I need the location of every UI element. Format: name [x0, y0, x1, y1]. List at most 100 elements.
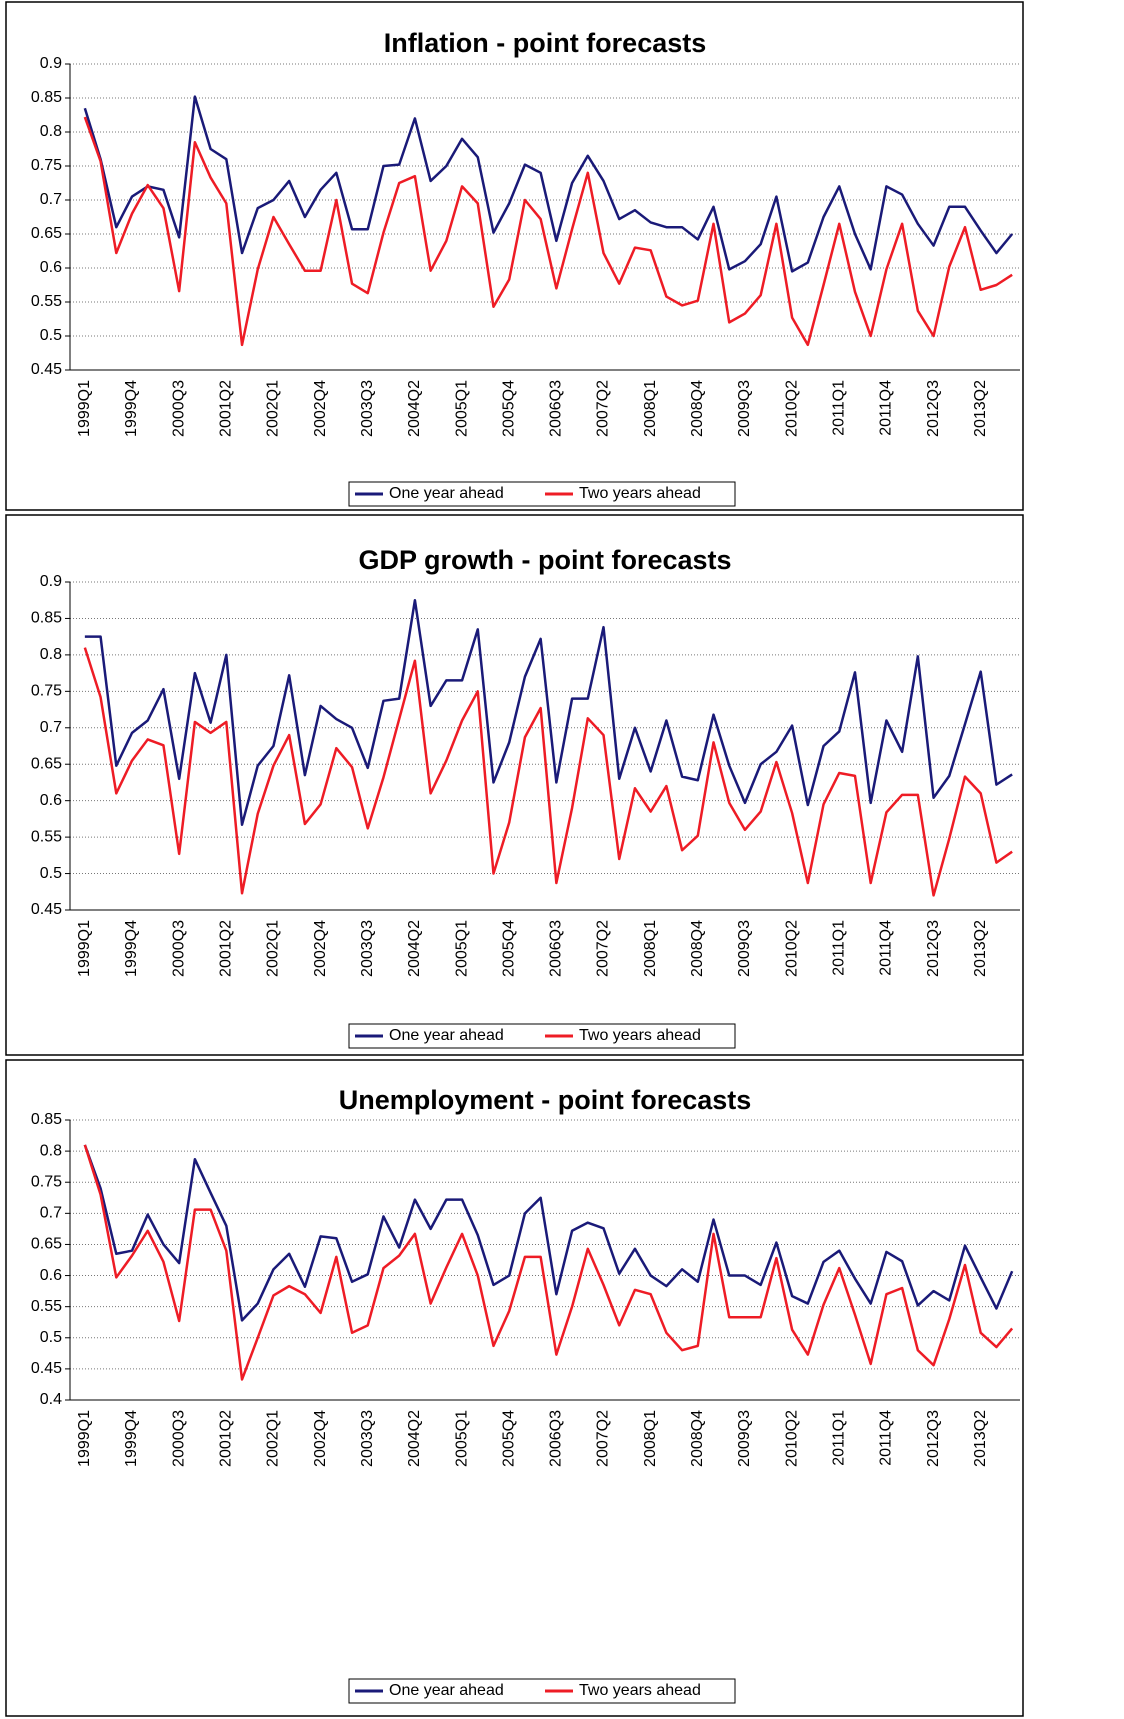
y-tick-label: 0.85 — [31, 610, 62, 627]
x-tick-label: 2004Q2 — [406, 380, 423, 437]
x-tick-label: 2001Q2 — [218, 920, 235, 977]
x-tick-label: 2003Q3 — [359, 380, 376, 437]
y-tick-label: 0.6 — [40, 792, 62, 809]
x-tick-label: 2005Q1 — [453, 920, 470, 977]
y-tick-label: 0.55 — [31, 293, 62, 310]
legend-box — [348, 481, 736, 507]
x-tick-label: 2005Q4 — [500, 380, 517, 437]
x-tick-label: 2002Q4 — [312, 1410, 329, 1467]
x-tick-label: 2011Q1 — [830, 1410, 847, 1466]
x-tick-label: 2001Q2 — [218, 380, 235, 437]
x-tick-label: 2004Q2 — [406, 1410, 423, 1467]
legend-label: Two years ahead — [579, 1682, 701, 1699]
y-tick-label: 0.85 — [31, 1111, 62, 1128]
x-tick-label: 2009Q3 — [736, 380, 753, 437]
y-tick-label: 0.8 — [40, 646, 62, 663]
y-tick-label: 0.5 — [40, 327, 62, 344]
legend-box — [348, 1678, 736, 1704]
y-tick-label: 0.7 — [40, 1205, 62, 1222]
legend-label: One year ahead — [389, 1682, 504, 1699]
x-tick-label: 1999Q1 — [76, 920, 93, 977]
x-tick-label: 1999Q1 — [76, 1410, 93, 1467]
y-tick-label: 0.8 — [40, 1142, 62, 1159]
legend-label: Two years ahead — [579, 485, 701, 502]
y-tick-label: 0.45 — [31, 1360, 62, 1377]
x-tick-label: 2003Q3 — [359, 1410, 376, 1467]
x-tick-label: 2009Q3 — [736, 920, 753, 977]
panel-frame — [5, 1059, 1024, 1717]
y-tick-label: 0.55 — [31, 1298, 62, 1315]
series-line — [83, 647, 1013, 897]
series-line — [83, 1144, 1014, 1381]
x-tick-label: 2008Q1 — [642, 380, 659, 437]
x-tick-label: 2013Q2 — [972, 380, 989, 437]
x-tick-label: 2000Q3 — [170, 380, 187, 437]
y-tick-label: 0.6 — [40, 1267, 62, 1284]
x-tick-label: 2010Q2 — [783, 380, 800, 437]
x-tick-label: 2012Q3 — [925, 380, 942, 437]
x-tick-label: 2005Q1 — [453, 380, 470, 437]
x-tick-label: 2002Q4 — [312, 920, 329, 977]
legend-label: One year ahead — [389, 485, 504, 502]
y-tick-label: 0.75 — [31, 1173, 62, 1190]
x-tick-label: 2008Q1 — [642, 1410, 659, 1467]
series-line — [83, 116, 1013, 347]
y-tick-label: 0.7 — [40, 719, 62, 736]
legend-label: One year ahead — [389, 1027, 504, 1044]
x-tick-label: 2011Q4 — [878, 380, 895, 436]
x-tick-label: 2006Q3 — [548, 380, 565, 437]
y-tick-label: 0.75 — [31, 683, 62, 700]
y-tick-label: 0.9 — [40, 55, 62, 72]
x-tick-label: 2000Q3 — [170, 1410, 187, 1467]
series-line — [83, 95, 1014, 273]
x-tick-label: 2007Q2 — [595, 380, 612, 437]
y-tick-label: 0.8 — [40, 123, 62, 140]
y-tick-label: 0.65 — [31, 225, 62, 242]
x-tick-label: 2010Q2 — [783, 920, 800, 977]
x-tick-label: 2007Q2 — [595, 1410, 612, 1467]
legend-box — [348, 1023, 736, 1049]
x-tick-label: 2001Q2 — [218, 1410, 235, 1467]
x-tick-label: 2002Q1 — [265, 920, 282, 977]
x-tick-label: 1999Q4 — [123, 380, 140, 437]
x-tick-label: 2006Q3 — [548, 1410, 565, 1467]
legend-label: Two years ahead — [579, 1027, 701, 1044]
x-tick-label: 2007Q2 — [595, 920, 612, 977]
y-tick-label: 0.5 — [40, 865, 62, 882]
x-tick-label: 2005Q1 — [453, 1410, 470, 1467]
x-tick-label: 2006Q3 — [548, 920, 565, 977]
y-tick-label: 0.9 — [40, 573, 62, 590]
x-tick-label: 2013Q2 — [972, 920, 989, 977]
x-tick-label: 2008Q4 — [689, 1410, 706, 1467]
x-tick-label: 2008Q4 — [689, 920, 706, 977]
x-tick-label: 2011Q4 — [878, 1410, 895, 1466]
y-tick-label: 0.45 — [31, 361, 62, 378]
x-tick-label: 2010Q2 — [783, 1410, 800, 1467]
x-tick-label: 2013Q2 — [972, 1410, 989, 1467]
chart-title: Unemployment - point forecasts — [339, 1085, 752, 1115]
panel-frame — [5, 514, 1024, 1056]
x-tick-label: 2011Q1 — [830, 380, 847, 436]
y-tick-label: 0.55 — [31, 828, 62, 845]
x-tick-label: 1999Q1 — [76, 380, 93, 437]
y-tick-label: 0.75 — [31, 157, 62, 174]
x-tick-label: 1999Q4 — [123, 1410, 140, 1467]
x-tick-label: 2002Q4 — [312, 380, 329, 437]
x-tick-label: 2002Q1 — [265, 380, 282, 437]
y-tick-label: 0.6 — [40, 259, 62, 276]
x-tick-label: 2011Q4 — [878, 920, 895, 976]
y-tick-label: 0.65 — [31, 1236, 62, 1253]
x-tick-label: 2011Q1 — [830, 920, 847, 976]
x-tick-label: 2000Q3 — [170, 920, 187, 977]
chart-title: GDP growth - point forecasts — [358, 545, 731, 575]
x-tick-label: 2002Q1 — [265, 1410, 282, 1467]
x-tick-label: 2012Q3 — [925, 1410, 942, 1467]
y-tick-label: 0.7 — [40, 191, 62, 208]
y-tick-label: 0.5 — [40, 1329, 62, 1346]
x-tick-label: 2012Q3 — [925, 920, 942, 977]
series-line — [84, 598, 1013, 826]
x-tick-label: 2008Q4 — [689, 380, 706, 437]
x-tick-label: 2009Q3 — [736, 1410, 753, 1467]
